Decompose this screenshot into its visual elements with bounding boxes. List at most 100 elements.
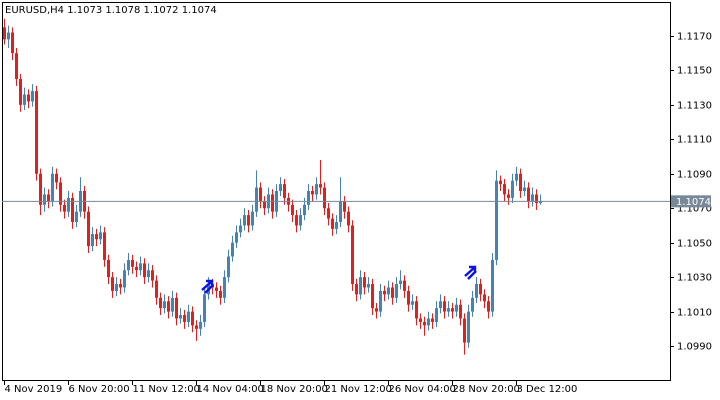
candle-body	[479, 284, 482, 295]
candle-body	[255, 187, 258, 212]
candle-body	[163, 301, 166, 309]
candle-body	[435, 308, 438, 322]
signal-arrow	[464, 265, 477, 280]
candle-body	[467, 311, 470, 343]
candle-body	[247, 215, 250, 226]
candle-body	[371, 284, 374, 309]
candle-body	[123, 270, 126, 288]
candle-body	[423, 321, 426, 326]
candle-body	[3, 27, 6, 40]
candle-body	[291, 204, 294, 216]
candle-body	[527, 187, 530, 202]
candle-body	[295, 215, 298, 226]
candle-body	[339, 201, 342, 223]
candle-body	[431, 318, 434, 322]
candle-body	[19, 79, 22, 105]
x-tick-label: 4 Nov 2019	[5, 384, 63, 395]
candle-body	[167, 301, 170, 312]
candle-body	[363, 277, 366, 288]
candle-body	[463, 318, 466, 343]
candle-body	[95, 234, 98, 240]
candle-body	[7, 32, 10, 40]
candle-body	[415, 301, 418, 319]
candle-body	[259, 187, 262, 202]
candle-body	[131, 259, 134, 267]
x-tick-label: 6 Nov 20:00	[69, 384, 130, 395]
candle-body	[159, 297, 162, 309]
candle-body	[143, 263, 146, 278]
candle-body	[359, 277, 362, 295]
y-tick-label: 1.1150	[677, 66, 712, 77]
candle-body	[155, 280, 158, 298]
y-tick-label: 1.1070	[677, 204, 712, 215]
candle-body	[171, 297, 174, 312]
y-tick-label: 1.0990	[677, 342, 712, 353]
candle-body	[407, 290, 410, 305]
candle-body	[331, 218, 334, 229]
candle-body	[219, 290, 222, 298]
candle-body	[215, 287, 218, 291]
candle-body	[239, 225, 242, 233]
candle-body	[87, 211, 90, 247]
marks: 1.0990 1.1010 1.1030 1.1050 1.1070 1.1090 1.11…	[3, 18, 712, 395]
candle-body	[15, 53, 18, 80]
candle-body	[195, 325, 198, 329]
current-price-label: 1.1074	[676, 197, 711, 208]
candle-body	[315, 184, 318, 195]
candle-body	[27, 94, 30, 102]
candle-body	[355, 284, 358, 295]
y-tick-label: 1.1110	[677, 135, 712, 146]
plot-frame	[2, 2, 671, 381]
candle-body	[91, 234, 94, 247]
candle-body	[499, 180, 502, 185]
candle-body	[323, 187, 326, 209]
candle-body	[535, 194, 538, 204]
candle-body	[151, 270, 154, 281]
candle-body	[119, 284, 122, 288]
candle-body	[539, 201, 542, 204]
x-tick-label: 3 Dec 12:00	[517, 384, 578, 395]
candle-body	[191, 311, 194, 326]
candle-body	[507, 194, 510, 198]
candle-body	[491, 259, 494, 312]
candle-body	[203, 294, 206, 322]
candle-body	[531, 194, 534, 202]
candle-body	[39, 173, 42, 205]
x-tick-label: 21 Nov 12:00	[325, 384, 392, 395]
candle-body	[279, 184, 282, 191]
candle-body	[59, 182, 62, 205]
candle-body	[147, 270, 150, 278]
candle-body	[311, 191, 314, 195]
candle-body	[103, 232, 106, 260]
y-tick-label: 1.1010	[677, 308, 712, 319]
candle-body	[47, 194, 50, 202]
candle-body	[243, 215, 246, 226]
candle-body	[75, 211, 78, 223]
x-tick-label: 28 Nov 20:00	[453, 384, 520, 395]
chart-title: EURUSD,H4 1.1073 1.1078 1.1072 1.1074	[5, 5, 217, 16]
candle-body	[63, 204, 66, 212]
candle-body	[439, 301, 442, 309]
x-tick-label: 18 Nov 20:00	[261, 384, 328, 395]
candle-body	[111, 277, 114, 291]
candle-body	[187, 311, 190, 322]
candle-body	[55, 173, 58, 183]
candle-body	[199, 321, 202, 329]
candle-body	[375, 308, 378, 312]
candle-body	[487, 301, 490, 312]
candle-body	[495, 180, 498, 260]
y-tick-label: 1.1130	[677, 101, 712, 112]
candle-body	[175, 297, 178, 319]
candle-body	[403, 280, 406, 291]
candle-body	[231, 242, 234, 257]
candle-body	[67, 197, 70, 212]
candle-body	[307, 191, 310, 205]
candle-body	[475, 284, 478, 298]
candle-body	[283, 184, 286, 198]
candle-body	[179, 315, 182, 319]
candle-body	[395, 284, 398, 298]
x-tick-label: 14 Nov 04:00	[197, 384, 264, 395]
candle-body	[263, 201, 266, 209]
candle-body	[251, 211, 254, 226]
candle-body	[31, 91, 34, 102]
